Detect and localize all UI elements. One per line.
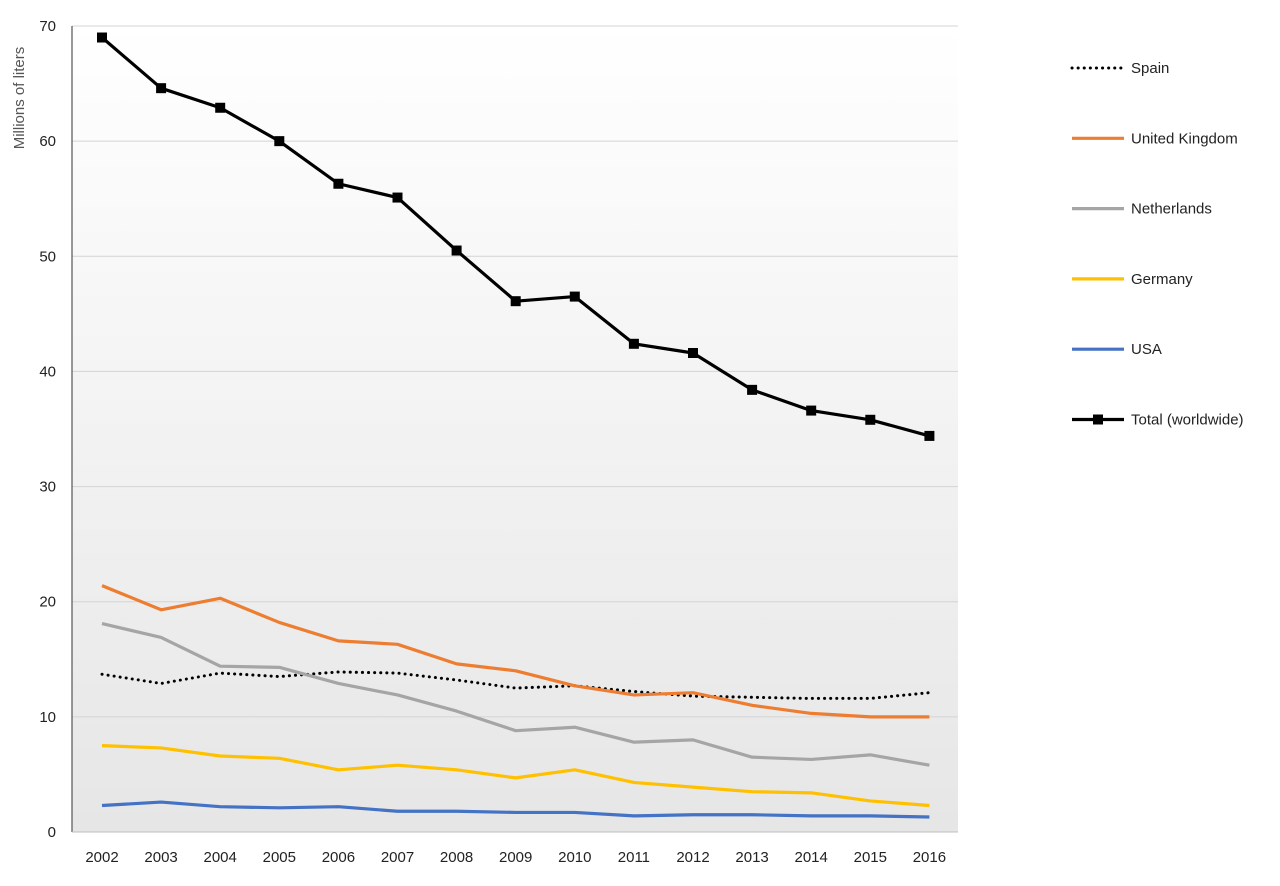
- series-spain: [100, 670, 931, 700]
- legend-item-united-kingdom: United Kingdom: [1072, 130, 1238, 147]
- data-point-total-worldwide: [510, 296, 521, 307]
- x-tick-label: 2016: [913, 849, 946, 866]
- series-usa: [101, 800, 930, 819]
- x-tick-label: 2015: [854, 849, 887, 866]
- legend-label: United Kingdom: [1131, 130, 1238, 147]
- legend-label: Total (worldwide): [1131, 412, 1244, 429]
- x-tick-label: 2004: [204, 849, 237, 866]
- data-point-total-worldwide: [688, 348, 698, 359]
- legend-label: Spain: [1131, 60, 1169, 77]
- y-tick-label: 30: [39, 479, 56, 496]
- data-point-total-worldwide: [97, 32, 107, 43]
- y-axis-title: Millions of liters: [11, 47, 28, 150]
- legend: Spain United Kingdom Netherlands Germany USA…: [1070, 60, 1244, 429]
- data-point-total-worldwide: [156, 83, 167, 94]
- legend-label: USA: [1131, 341, 1162, 358]
- y-tick-label: 10: [39, 709, 56, 726]
- legend-item-total-worldwide: Total (worldwide): [1072, 412, 1244, 429]
- series-lines: [97, 32, 935, 819]
- data-point-total-worldwide: [924, 430, 935, 441]
- x-tick-label: 2011: [618, 849, 650, 866]
- x-tick-label: 2006: [322, 849, 355, 866]
- x-tick-label: 2012: [676, 849, 709, 866]
- y-tick-label: 0: [48, 824, 56, 841]
- data-point-total-worldwide: [747, 384, 758, 395]
- series-line-germany: [101, 744, 930, 808]
- x-tick-label: 2013: [735, 849, 768, 866]
- x-tick-label: 2003: [144, 849, 177, 866]
- data-point-total-worldwide: [806, 405, 817, 416]
- data-point-total-worldwide: [215, 102, 226, 113]
- axes: 0 10 20 30 40 50 60 70 2002 2003 2004 2005 2006 2007 2…: [39, 18, 958, 866]
- x-tick-label: 2005: [263, 849, 296, 866]
- legend-item-netherlands: Netherlands: [1072, 201, 1212, 218]
- series-total-worldwide: [97, 32, 935, 441]
- data-point-total-worldwide: [569, 291, 580, 302]
- y-tick-label: 70: [39, 18, 56, 35]
- series-line-usa: [101, 800, 930, 819]
- data-point-total-worldwide: [865, 414, 876, 425]
- plot-area: [72, 26, 958, 832]
- x-tick-label: 2009: [499, 849, 532, 866]
- legend-item-spain: Spain: [1070, 60, 1169, 77]
- legend-label: Netherlands: [1131, 201, 1212, 218]
- x-tick-label: 2008: [440, 849, 473, 866]
- series-line-united-kingdom: [101, 584, 930, 719]
- data-point-total-worldwide: [451, 245, 462, 256]
- series-line-netherlands: [101, 622, 930, 767]
- data-point-total-worldwide: [333, 178, 344, 189]
- y-tick-label: 50: [39, 248, 56, 265]
- series-line-spain: [100, 670, 931, 700]
- data-point-total-worldwide: [392, 192, 403, 203]
- x-tick-label: 2002: [85, 849, 118, 866]
- legend-item-germany: Germany: [1072, 271, 1193, 288]
- legend-item-usa: USA: [1072, 341, 1162, 358]
- data-point-total-worldwide: [628, 338, 639, 349]
- y-tick-label: 20: [39, 594, 56, 611]
- x-tick-label: 2010: [558, 849, 591, 866]
- x-tick-label: 2014: [795, 849, 828, 866]
- legend-label: Germany: [1131, 271, 1193, 288]
- data-point-total-worldwide: [274, 136, 285, 147]
- y-tick-label: 60: [39, 133, 56, 150]
- series-united-kingdom: [101, 584, 930, 719]
- x-tick-label: 2007: [381, 849, 414, 866]
- gridlines: [72, 25, 958, 718]
- legend-marker: [1093, 414, 1103, 425]
- series-germany: [101, 744, 930, 808]
- y-tick-label: 40: [39, 363, 56, 380]
- series-netherlands: [101, 622, 930, 767]
